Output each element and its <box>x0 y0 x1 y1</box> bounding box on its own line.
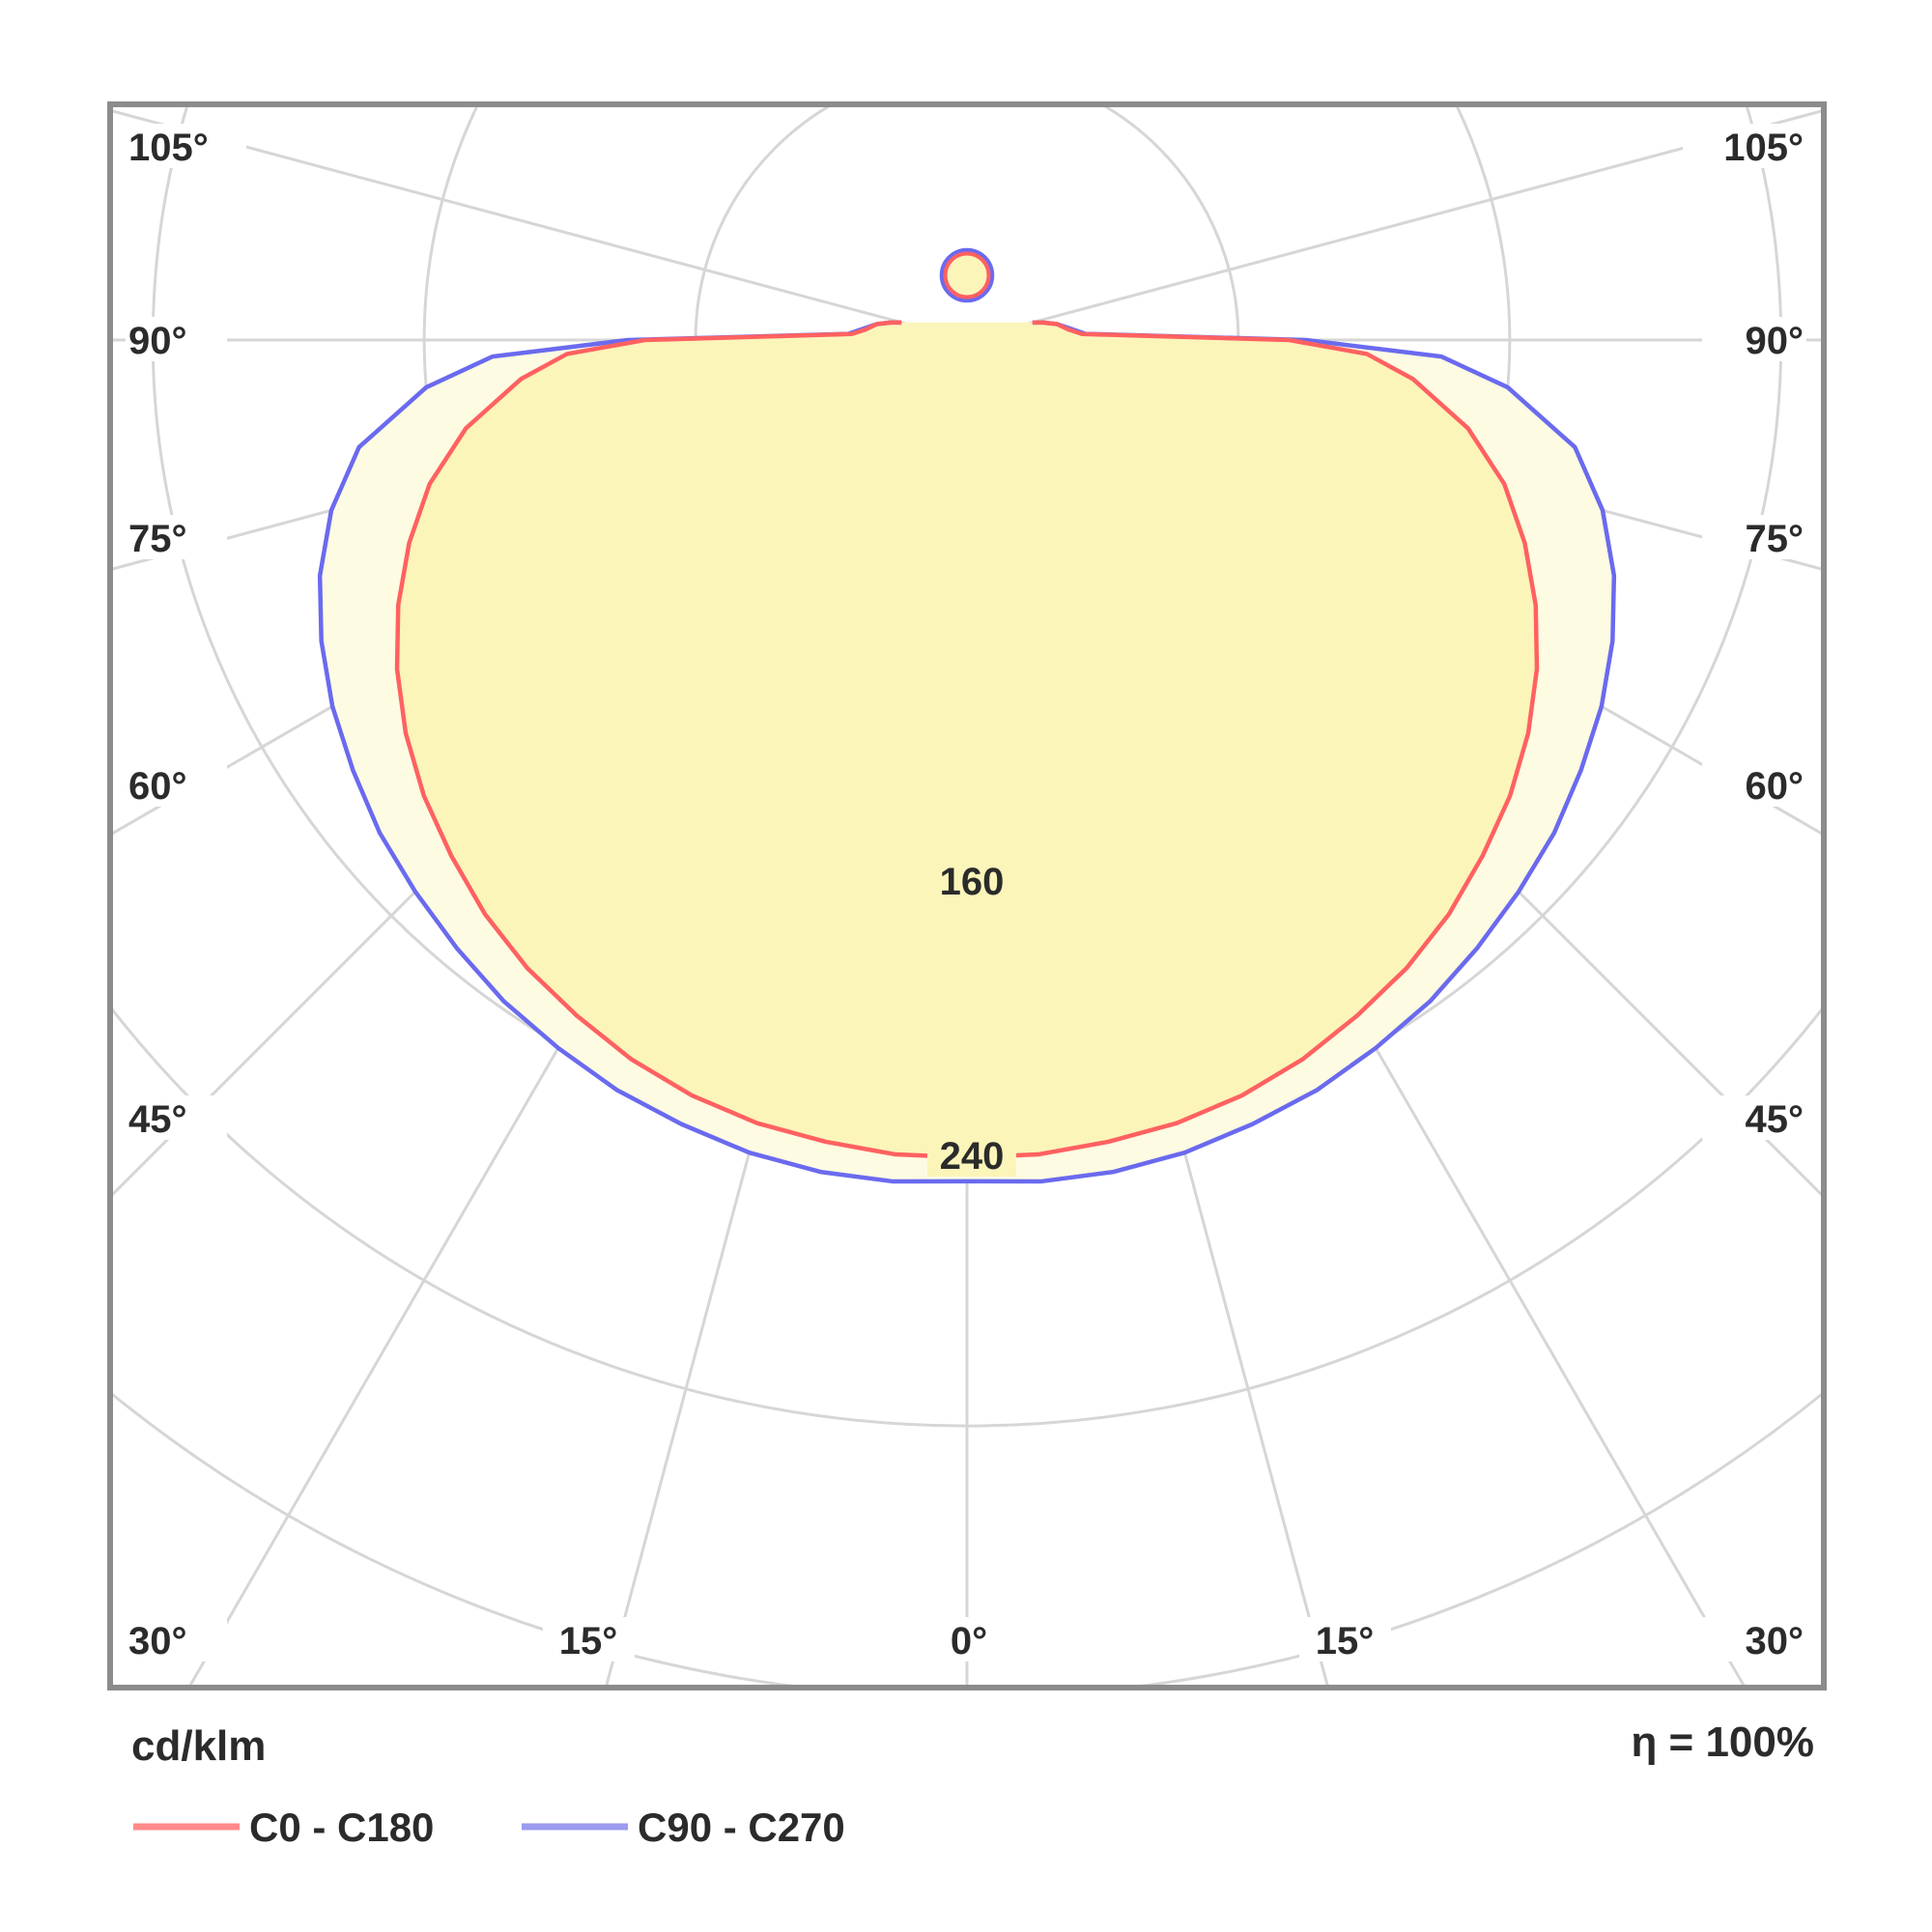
angle-labels-left: 105° 90° 75° 60° 45° 30° <box>126 124 246 1662</box>
angle-label-right-60: 60° <box>1746 765 1804 808</box>
angle-label-right-30: 30° <box>1746 1620 1804 1662</box>
legend-label-c0-c180: C0 - C180 <box>249 1804 434 1850</box>
angle-label-left-30: 30° <box>128 1620 187 1662</box>
grid-arc-320 <box>110 1004 1824 1428</box>
angle-label-right-45: 45° <box>1746 1098 1804 1141</box>
back-lobe-bump <box>939 247 995 303</box>
radial-tick-labels: 160 240 <box>927 858 1016 1178</box>
angle-label-right-105: 105° <box>1723 127 1804 169</box>
distribution-fill-inner <box>397 322 1537 1158</box>
data-layer <box>317 247 1617 1184</box>
back-lobe-outline-inner <box>943 251 991 299</box>
plot-border <box>107 101 1827 1690</box>
radial-label-160: 160 <box>940 861 1005 903</box>
angle-label-left-105: 105° <box>128 127 209 169</box>
unit-label: cd/klm <box>131 1722 266 1770</box>
angle-label-right-75: 75° <box>1746 518 1804 560</box>
angle-label-right-90: 90° <box>1746 320 1804 362</box>
angle-label-left-45: 45° <box>128 1098 187 1141</box>
angle-labels-bottom: 15° 0° 15° <box>543 1617 1391 1662</box>
angle-labels-right: 105° 90° 75° 60° 45° 30° <box>1683 124 1806 1662</box>
legend-label-c90-c270: C90 - C270 <box>638 1804 845 1850</box>
angle-label-left-60: 60° <box>128 765 187 808</box>
angle-label-bottom-15-left: 15° <box>559 1620 618 1662</box>
radial-label-240: 240 <box>940 1135 1005 1178</box>
angle-label-bottom-0: 0° <box>951 1620 987 1662</box>
curve-c90-c270 <box>317 320 1617 1184</box>
angle-label-left-90: 90° <box>128 320 187 362</box>
angle-label-left-75: 75° <box>128 518 187 560</box>
back-lobe-outline <box>939 247 995 303</box>
angle-label-bottom-15-right: 15° <box>1316 1620 1375 1662</box>
efficiency-label: η = 100% <box>1631 1719 1814 1766</box>
legend: C0 - C180 C90 - C270 <box>133 1804 845 1850</box>
